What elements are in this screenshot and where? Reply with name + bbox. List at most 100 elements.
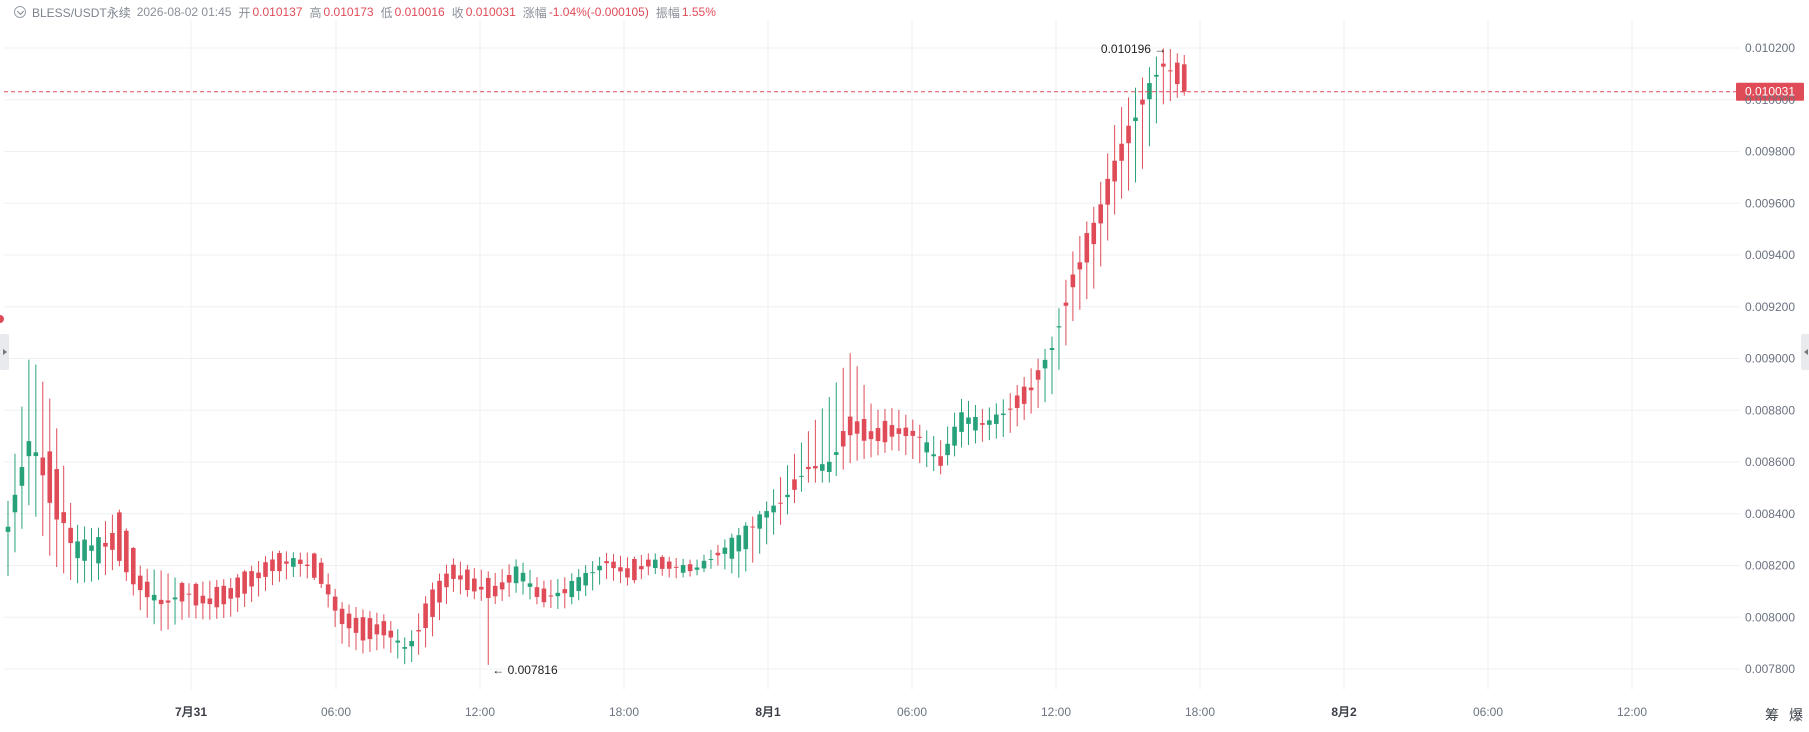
candle [555, 579, 561, 609]
chip-distribution-button[interactable]: 筹 [1765, 707, 1779, 723]
candle [604, 552, 609, 579]
candle-body [158, 599, 164, 605]
amplitude-label: 振幅 [655, 5, 680, 20]
candle [771, 489, 776, 535]
candle [388, 621, 394, 653]
candle-body [277, 553, 282, 572]
candle [221, 579, 227, 618]
candle-body [311, 553, 317, 578]
candle [186, 583, 192, 618]
candle [980, 409, 985, 442]
candle [1014, 385, 1020, 427]
candle [625, 557, 630, 586]
candle [75, 524, 80, 584]
candle-body [854, 421, 860, 434]
candle [1028, 368, 1034, 414]
candle [256, 560, 261, 597]
candle-body [673, 566, 679, 568]
candle [19, 406, 25, 529]
candle [144, 568, 150, 618]
candle-body [548, 595, 554, 597]
candle-body [200, 595, 206, 604]
candle [687, 559, 693, 577]
candle [994, 403, 999, 439]
candle [875, 409, 881, 456]
candle-body [221, 585, 227, 605]
x-axis: 7月31 06:00 12:00 18:00 8月1 06:00 12:00 18:00 8月2… [175, 705, 1647, 719]
candle-body [130, 547, 136, 585]
candle-body [611, 561, 616, 569]
candle [61, 465, 66, 574]
candle [96, 527, 101, 580]
close-value: 0.010031 [465, 5, 516, 19]
candle [569, 573, 575, 605]
candle-body [959, 412, 964, 432]
candle-body [555, 592, 561, 597]
collapse-toggle-icon[interactable] [14, 6, 26, 18]
candle [270, 551, 275, 586]
liquidation-button[interactable]: 爆 [1789, 707, 1803, 723]
candle-body [228, 588, 234, 599]
candle [1181, 54, 1187, 96]
change-value: -1.04%(-0.000105) [548, 5, 649, 19]
candle [367, 611, 373, 652]
candle [924, 430, 930, 468]
candle [277, 550, 282, 582]
candle [478, 569, 484, 601]
candle [708, 549, 714, 569]
candle [1126, 97, 1131, 191]
candle [89, 528, 94, 582]
candle-body [1000, 413, 1006, 416]
candle [437, 573, 442, 621]
candle-body [701, 560, 707, 569]
min-price-label: ← 0.007816 [492, 663, 558, 677]
candle [130, 546, 136, 596]
left-panel-toggle[interactable] [0, 334, 9, 370]
candle [680, 558, 686, 578]
candle [757, 510, 762, 554]
candle [214, 579, 220, 619]
candle-body [263, 562, 268, 577]
candle [207, 580, 213, 620]
candle-body [117, 512, 122, 561]
candle-body [402, 647, 408, 649]
candle [597, 557, 602, 585]
candle [124, 528, 129, 581]
candle [896, 409, 902, 451]
candle [235, 573, 240, 612]
candle [1133, 87, 1138, 183]
candle-body [826, 461, 832, 473]
candle-body [527, 583, 533, 587]
candle [402, 637, 408, 665]
candle-body [54, 469, 60, 520]
candle-body [478, 586, 484, 590]
candle-body [5, 526, 11, 532]
candle [40, 381, 46, 537]
candle-body [861, 418, 867, 441]
candle-body [833, 452, 839, 455]
corner-buttons: 筹 爆 [1765, 705, 1803, 725]
candle-body [792, 479, 797, 490]
candle-body [235, 577, 240, 598]
candle [743, 522, 749, 572]
candle [847, 353, 853, 464]
candle [562, 577, 568, 609]
candle [792, 453, 797, 504]
candle-body [806, 466, 811, 470]
candle [339, 602, 345, 644]
candle-body [597, 565, 602, 571]
candle [318, 558, 324, 589]
candle [353, 607, 359, 651]
candle [360, 609, 366, 654]
candle [110, 514, 115, 571]
candle-body [165, 600, 171, 603]
candle-body [75, 541, 80, 559]
right-panel-toggle[interactable] [1801, 334, 1809, 370]
candle [527, 569, 533, 600]
y-tick-label: 0.009600 [1745, 196, 1795, 210]
candle-body [1126, 125, 1131, 144]
candle-body [249, 571, 254, 587]
candle [381, 614, 387, 649]
